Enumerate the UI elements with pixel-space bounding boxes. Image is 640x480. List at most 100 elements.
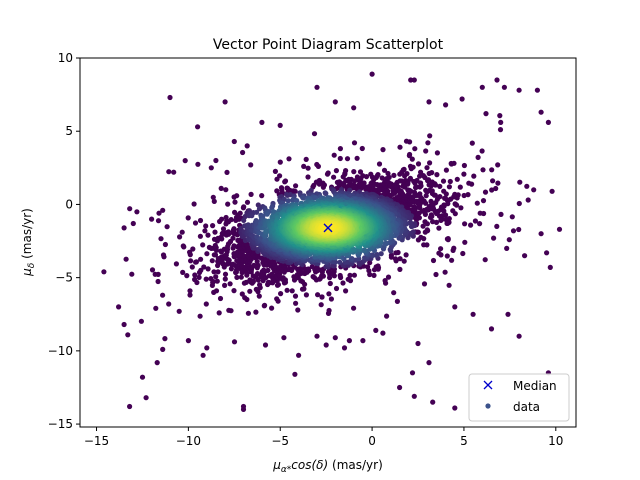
data-point (474, 200, 480, 206)
data-point (292, 371, 298, 377)
data-point (253, 286, 259, 292)
data-point (413, 185, 419, 191)
data-point (228, 308, 234, 314)
data-point (264, 228, 270, 234)
data-point (434, 172, 440, 178)
data-point (382, 278, 388, 284)
data-point (384, 313, 390, 319)
data-point (337, 146, 343, 152)
data-point (121, 321, 127, 328)
data-point (116, 304, 122, 310)
data-point (188, 258, 194, 264)
data-point (185, 215, 191, 221)
data-point (423, 193, 429, 199)
data-point (328, 296, 334, 302)
data-point (127, 206, 133, 212)
data-point (391, 290, 397, 296)
data-point (423, 148, 429, 154)
data-point (480, 167, 486, 173)
data-point (443, 216, 449, 222)
data-point (176, 308, 182, 314)
y-tick-label: 0 (65, 197, 73, 211)
data-point (277, 122, 283, 128)
data-point (134, 209, 140, 215)
data-point (285, 198, 291, 204)
data-point (210, 194, 216, 200)
data-point (425, 140, 431, 146)
data-point (470, 311, 476, 317)
data-point (227, 281, 233, 287)
data-point (226, 257, 232, 263)
x-axis-ticks: −15 −10 −5 0 5 10 (84, 427, 563, 448)
data-point (337, 272, 343, 279)
data-point (218, 185, 224, 191)
data-point (211, 198, 217, 204)
data-point (495, 162, 501, 168)
data-point (197, 313, 203, 319)
data-point (315, 163, 321, 169)
data-point (314, 84, 320, 90)
data-point (160, 252, 167, 258)
data-point (250, 273, 256, 279)
data-point (212, 229, 218, 235)
data-point (212, 242, 218, 249)
data-point (351, 272, 357, 278)
data-point (331, 152, 337, 158)
data-point (397, 266, 403, 272)
data-point (184, 273, 190, 279)
data-point (214, 278, 220, 284)
data-point (407, 176, 413, 182)
data-point (160, 207, 166, 213)
data-point (162, 241, 168, 248)
data-point (381, 167, 388, 173)
data-point (262, 302, 268, 308)
data-point (217, 295, 224, 302)
data-point (452, 201, 458, 207)
data-point (247, 288, 253, 294)
data-point (437, 183, 443, 189)
data-point (504, 245, 510, 251)
data-point (303, 292, 309, 298)
data-point (203, 223, 209, 229)
data-point (166, 169, 172, 175)
data-point (155, 271, 161, 277)
data-point (351, 169, 357, 175)
data-point (360, 338, 366, 344)
data-point (479, 84, 485, 90)
data-point (411, 77, 417, 83)
data-point (210, 223, 216, 229)
data-point (426, 360, 432, 366)
data-point (123, 256, 129, 262)
data-point (301, 286, 307, 292)
data-point (443, 167, 449, 173)
data-point (231, 226, 237, 232)
data-point (234, 193, 240, 199)
data-point (201, 264, 207, 270)
data-point (391, 172, 397, 178)
data-point (234, 274, 240, 280)
data-point (254, 271, 261, 277)
data-point (374, 252, 380, 258)
data-point (222, 282, 228, 288)
data-point (213, 274, 219, 280)
data-point (397, 171, 403, 177)
data-point (195, 161, 201, 167)
data-point (231, 339, 238, 345)
data-point (488, 326, 495, 332)
data-point (274, 188, 280, 194)
data-point (466, 180, 472, 186)
data-point (274, 296, 280, 302)
data-point (244, 242, 250, 248)
data-point (305, 266, 311, 272)
data-point (516, 200, 522, 207)
data-point (242, 295, 248, 301)
data-point (450, 208, 456, 214)
data-point (223, 187, 229, 193)
data-point (264, 211, 270, 217)
data-point (408, 166, 414, 172)
data-point (187, 292, 193, 298)
data-point (204, 345, 210, 351)
data-point (411, 393, 417, 399)
data-point (318, 302, 324, 308)
data-point (247, 277, 253, 283)
